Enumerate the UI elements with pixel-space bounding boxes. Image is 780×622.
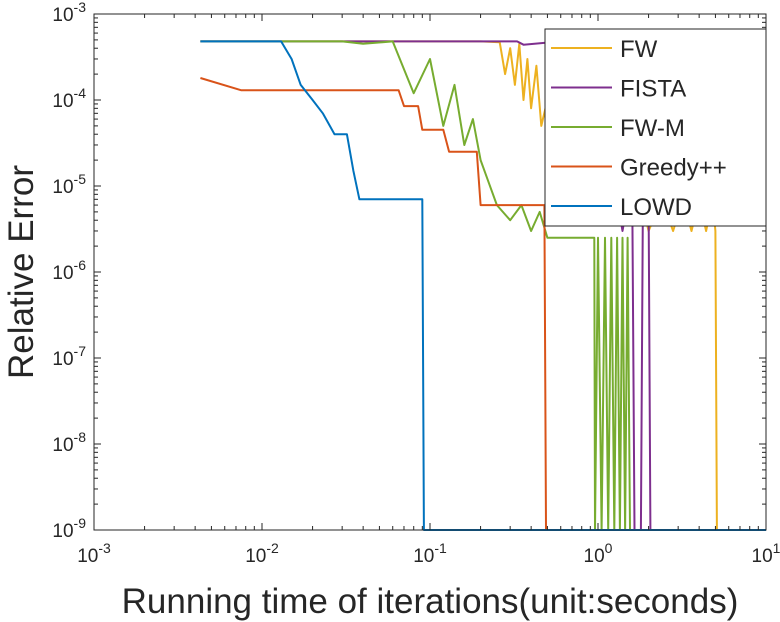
legend: FW FISTA FW-M Greedy++ LOWD xyxy=(544,28,767,227)
x-axis-label: Running time of iterations(unit:seconds) xyxy=(122,582,739,621)
legend-label-2: FW-M xyxy=(620,115,685,142)
x-tick-label-2: 10-1 xyxy=(413,540,447,567)
series-line-lowd xyxy=(200,40,766,531)
y-tick-label-0: 10-9 xyxy=(52,515,86,542)
x-tick-label-1: 10-2 xyxy=(245,540,279,567)
x-tick-label-4: 101 xyxy=(752,540,780,567)
y-tick-label-5: 10-4 xyxy=(52,85,86,112)
y-tick-label-1: 10-8 xyxy=(52,429,86,456)
legend-label-1: FISTA xyxy=(620,76,686,103)
legend-label-4: LOWD xyxy=(620,194,692,221)
y-tick-label-4: 10-5 xyxy=(52,171,86,198)
y-tick-label-3: 10-6 xyxy=(52,257,86,284)
x-tick-label-3: 100 xyxy=(584,540,613,567)
series-line-greedy- xyxy=(200,77,766,531)
y-tick-label-6: 10-3 xyxy=(52,0,86,26)
legend-label-0: FW xyxy=(620,36,658,63)
x-tick-label-0: 10-3 xyxy=(77,540,111,567)
y-axis-label: Relative Error xyxy=(2,165,41,379)
legend-label-3: Greedy++ xyxy=(620,155,727,182)
y-tick-label-2: 10-7 xyxy=(52,343,86,370)
